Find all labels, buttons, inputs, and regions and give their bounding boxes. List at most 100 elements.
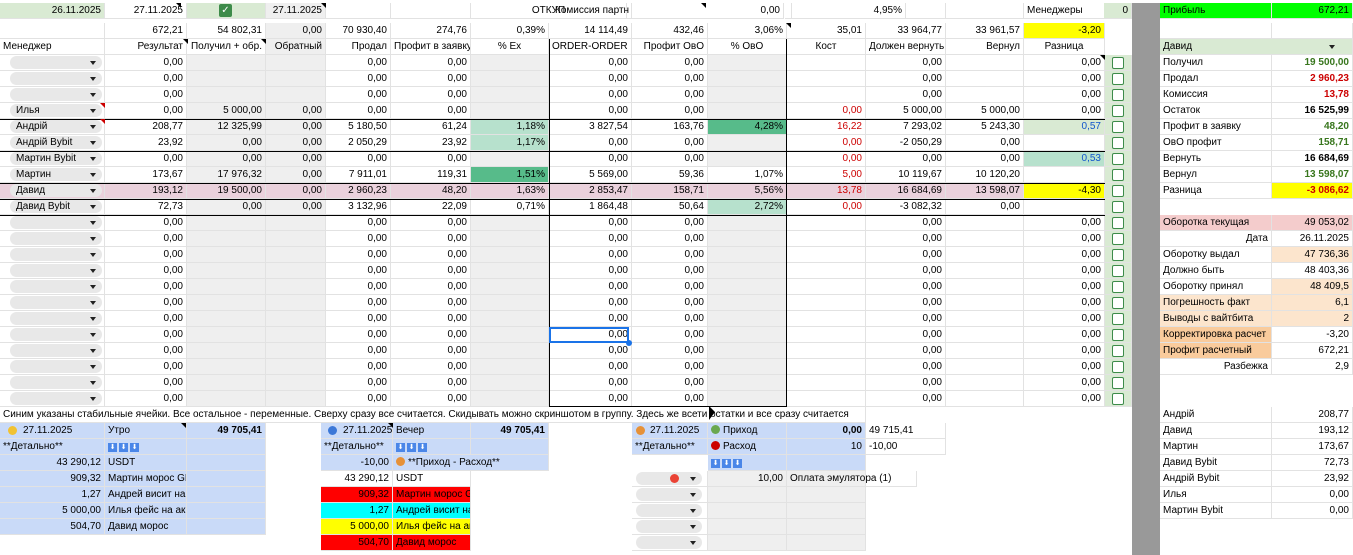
manager-dropdown[interactable] <box>10 56 102 69</box>
gap-value[interactable]: 2,9 <box>1272 359 1353 375</box>
selection-handle[interactable] <box>626 340 632 346</box>
data-cell[interactable] <box>787 359 866 375</box>
data-cell[interactable]: 0,00 <box>1024 263 1105 279</box>
cell[interactable] <box>632 471 708 487</box>
data-cell[interactable]: 0,00 <box>391 71 471 87</box>
data-cell[interactable]: 1,07% <box>708 167 787 183</box>
summary-value[interactable]: 2 960,23 <box>1272 71 1353 87</box>
managers-count[interactable]: 0 <box>1104 3 1132 19</box>
date-value[interactable]: 26.11.2025 <box>1272 231 1353 247</box>
data-cell[interactable]: 0,00 <box>326 391 391 407</box>
data-cell[interactable] <box>266 71 326 87</box>
data-cell[interactable]: 0,00 <box>549 263 632 279</box>
manager-summary-value[interactable]: 23,92 <box>1272 471 1353 487</box>
block-date[interactable]: 27.11.2025 <box>340 423 393 439</box>
cell[interactable] <box>471 439 549 455</box>
data-cell[interactable]: 13,78 <box>787 183 866 199</box>
block-total[interactable]: 49 705,41 <box>471 423 549 439</box>
data-cell[interactable]: 0,00 <box>105 391 187 407</box>
cell[interactable] <box>946 3 1024 19</box>
cell[interactable] <box>632 503 708 519</box>
item-value[interactable]: 43 290,12 <box>321 471 393 487</box>
data-cell[interactable]: 0,00 <box>326 279 391 295</box>
data-cell[interactable] <box>187 87 266 103</box>
data-cell[interactable]: 0,00 <box>866 151 946 167</box>
manager-cell[interactable] <box>0 135 105 151</box>
block-date[interactable]: 27.11.2025 <box>647 423 708 439</box>
data-cell[interactable] <box>787 279 866 295</box>
block-total[interactable]: 49 705,41 <box>187 423 266 439</box>
item-value[interactable]: 504,70 <box>321 535 393 551</box>
data-cell[interactable]: 158,71 <box>632 183 708 199</box>
down-arrow-icon[interactable]: ⬇ <box>722 459 731 468</box>
data-cell[interactable] <box>946 71 1024 87</box>
data-cell[interactable] <box>787 327 866 343</box>
manager-cell[interactable] <box>0 359 105 375</box>
cell[interactable] <box>708 519 787 535</box>
summary-value[interactable]: 16 525,99 <box>1272 103 1353 119</box>
data-cell[interactable] <box>187 215 266 231</box>
data-cell[interactable]: 0,00 <box>391 55 471 71</box>
data-cell[interactable] <box>471 327 549 343</box>
cell[interactable] <box>187 471 266 487</box>
data-cell[interactable]: 2 960,23 <box>326 183 391 199</box>
data-cell[interactable]: 0,00 <box>326 247 391 263</box>
category-dropdown[interactable] <box>636 536 702 549</box>
data-cell[interactable]: 0,00 <box>326 359 391 375</box>
data-cell[interactable] <box>187 359 266 375</box>
manager-select[interactable]: Давид <box>1160 39 1353 55</box>
data-cell[interactable]: 0,00 <box>1024 279 1105 295</box>
checkbox[interactable] <box>1112 169 1124 181</box>
data-cell[interactable]: 0,00 <box>1024 215 1105 231</box>
manager-dropdown[interactable]: Мартин Bybit <box>10 152 102 165</box>
data-cell[interactable]: 0,00 <box>632 295 708 311</box>
data-cell[interactable]: 3 827,54 <box>549 119 632 135</box>
data-cell[interactable]: 163,76 <box>632 119 708 135</box>
data-cell[interactable]: -4,30 <box>1024 183 1105 199</box>
data-cell[interactable]: 0,00 <box>391 391 471 407</box>
data-cell[interactable] <box>787 263 866 279</box>
data-cell[interactable]: 0,00 <box>105 327 187 343</box>
data-cell[interactable] <box>471 55 549 71</box>
data-cell[interactable] <box>708 247 787 263</box>
data-cell[interactable]: 0,00 <box>866 311 946 327</box>
data-cell[interactable] <box>787 231 866 247</box>
item-label[interactable]: Мартин морос GBP <box>393 487 471 503</box>
block-name[interactable]: Утро <box>105 423 187 439</box>
data-cell[interactable]: 0,57 <box>1024 119 1105 135</box>
data-cell[interactable]: 0,00 <box>549 71 632 87</box>
data-cell[interactable]: 0,00 <box>391 263 471 279</box>
category-dropdown[interactable] <box>636 504 702 517</box>
data-cell[interactable]: 0,00 <box>266 183 326 199</box>
data-cell[interactable]: 5,56% <box>708 183 787 199</box>
data-cell[interactable] <box>266 359 326 375</box>
data-cell[interactable] <box>471 295 549 311</box>
category-dropdown[interactable] <box>636 472 702 485</box>
data-cell[interactable] <box>187 263 266 279</box>
data-cell[interactable] <box>266 247 326 263</box>
summary-value[interactable]: -3 086,62 <box>1272 183 1353 199</box>
data-cell[interactable]: 0,00 <box>391 103 471 119</box>
cell[interactable] <box>787 487 866 503</box>
expense-total[interactable]: -10,00 <box>866 439 946 455</box>
manager-dropdown[interactable] <box>10 392 102 405</box>
manager-dropdown[interactable] <box>10 264 102 277</box>
data-cell[interactable]: 0,00 <box>1024 231 1105 247</box>
manager-cell[interactable] <box>0 119 105 135</box>
data-cell[interactable]: 0,00 <box>1024 295 1105 311</box>
manager-dropdown[interactable]: Давид <box>10 184 102 197</box>
data-cell[interactable]: 0,00 <box>391 231 471 247</box>
checkbox[interactable] <box>1112 313 1124 325</box>
item-value[interactable]: 1,27 <box>0 487 105 503</box>
data-cell[interactable] <box>946 247 1024 263</box>
item-label[interactable]: Мартин морос GBP <box>105 471 187 487</box>
manager-summary-value[interactable]: 193,12 <box>1272 423 1353 439</box>
data-cell[interactable] <box>187 391 266 407</box>
selected-cell[interactable] <box>549 327 629 343</box>
item-value[interactable]: 5 000,00 <box>0 503 105 519</box>
data-cell[interactable]: 0,00 <box>549 295 632 311</box>
data-cell[interactable] <box>708 87 787 103</box>
summary-value[interactable]: 16 684,69 <box>1272 151 1353 167</box>
data-cell[interactable]: 0,00 <box>549 87 632 103</box>
data-cell[interactable] <box>946 311 1024 327</box>
